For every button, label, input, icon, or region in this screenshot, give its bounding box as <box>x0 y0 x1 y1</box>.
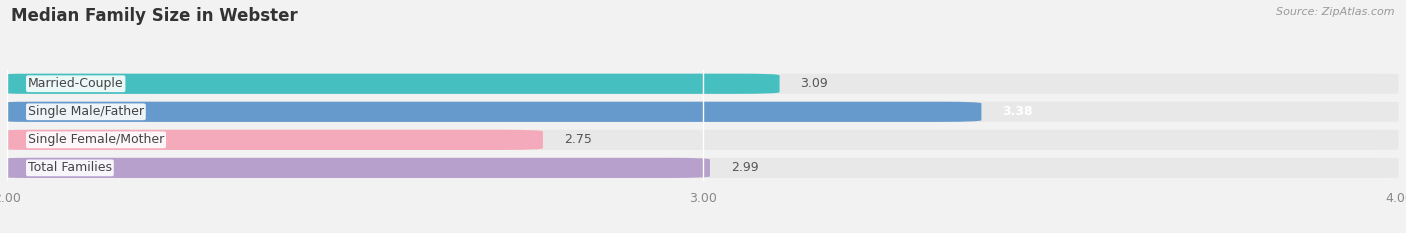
FancyBboxPatch shape <box>0 158 710 178</box>
FancyBboxPatch shape <box>0 158 1406 178</box>
Text: Median Family Size in Webster: Median Family Size in Webster <box>11 7 298 25</box>
Text: Married-Couple: Married-Couple <box>28 77 124 90</box>
Text: Source: ZipAtlas.com: Source: ZipAtlas.com <box>1277 7 1395 17</box>
FancyBboxPatch shape <box>0 74 779 94</box>
FancyBboxPatch shape <box>0 74 1406 94</box>
FancyBboxPatch shape <box>0 130 1406 150</box>
Text: 2.99: 2.99 <box>731 161 758 174</box>
Text: Single Female/Mother: Single Female/Mother <box>28 133 165 146</box>
Text: Total Families: Total Families <box>28 161 112 174</box>
Text: 3.09: 3.09 <box>800 77 828 90</box>
Text: Single Male/Father: Single Male/Father <box>28 105 143 118</box>
Text: 3.38: 3.38 <box>1002 105 1033 118</box>
FancyBboxPatch shape <box>0 130 543 150</box>
FancyBboxPatch shape <box>0 102 981 122</box>
FancyBboxPatch shape <box>0 102 1406 122</box>
Text: 2.75: 2.75 <box>564 133 592 146</box>
